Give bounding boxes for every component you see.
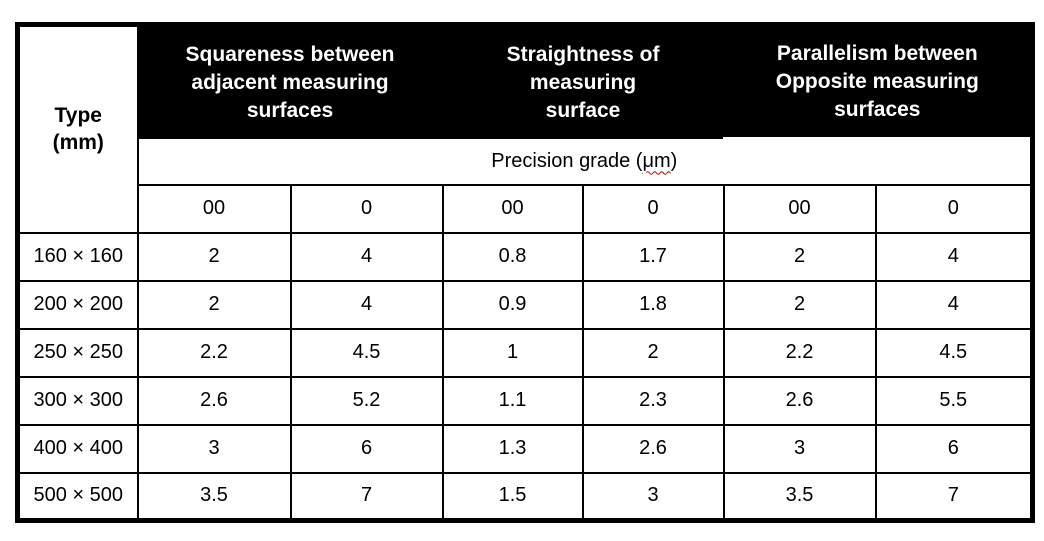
row-type-label: 500 × 500 [16,471,139,522]
row-type-label: 300 × 300 [16,375,139,426]
table-row: 250 × 250 2.2 4.5 1 2 2.2 4.5 [16,327,1034,378]
value-cell: 3 [581,471,725,522]
table-header: Type (mm) Squareness between adjacent me… [16,23,1034,234]
row-type-label: 250 × 250 [16,327,139,378]
value-cell: 2 [136,231,292,282]
precision-spec-table: Type (mm) Squareness between adjacent me… [15,22,1036,523]
row-type-label: 400 × 400 [16,423,139,474]
value-cell: 1.7 [581,231,725,282]
table-body: 160 × 160 2 4 0.8 1.7 2 4 200 × 200 2 4 … [16,231,1034,522]
value-cell: 1.8 [581,279,725,330]
grade-col-2: 0 [289,183,444,234]
value-cell: 2 [722,279,877,330]
value-cell: 2.2 [722,327,877,378]
value-cell: 2.3 [581,375,725,426]
precision-grade-prefix: Precision grade ( [491,150,643,173]
grade-columns-row: 00 0 00 0 00 0 [18,183,1034,234]
grade-col-6: 0 [874,183,1034,234]
value-cell: 0.9 [441,279,584,330]
value-cell: 4.5 [874,327,1034,378]
type-column-header: Type (mm) [16,23,139,234]
header-banner-row: Type (mm) Squareness between adjacent me… [16,23,1034,234]
table-row: 500 × 500 3.5 7 1.5 3 3.5 7 [16,471,1034,522]
value-cell: 2.6 [136,375,292,426]
value-cell: 1.5 [441,471,584,522]
value-cell: 5.2 [289,375,444,426]
group-header-straightness: Straightness of measuring surface [441,23,725,139]
value-cell: 2.6 [581,423,725,474]
group-header-parallelism: Parallelism between Opposite measuring s… [722,23,1034,140]
precision-grade-row: Precision grade (μm) [18,138,1034,186]
grade-col-5: 00 [722,183,877,234]
grade-col-4: 0 [581,183,725,234]
value-cell: 3 [722,423,877,474]
grade-col-1: 00 [136,183,292,234]
value-cell: 6 [289,423,444,474]
value-cell: 2 [722,231,877,282]
value-cell: 2.2 [136,327,292,378]
row-type-label: 160 × 160 [16,231,139,282]
type-header-line2: (mm) [52,131,104,155]
value-cell: 3.5 [136,471,292,522]
value-cell: 4 [874,231,1034,282]
value-cell: 4 [289,279,444,330]
value-cell: 2 [581,327,725,378]
value-cell: 2 [136,279,292,330]
value-cell: 2.6 [722,375,877,426]
table-row: 200 × 200 2 4 0.9 1.8 2 4 [16,279,1034,330]
value-cell: 4 [289,231,444,282]
grade-col-3: 00 [441,183,584,234]
value-cell: 6 [874,423,1034,474]
value-cell: 5.5 [874,375,1034,426]
table-row: 300 × 300 2.6 5.2 1.1 2.3 2.6 5.5 [16,375,1034,426]
value-cell: 1.1 [441,375,584,426]
value-cell: 4.5 [289,327,444,378]
precision-grade-suffix: ) [670,150,678,173]
value-cell: 7 [289,471,444,522]
group-header-squareness: Squareness between adjacent measuring su… [136,23,444,139]
value-cell: 7 [874,471,1034,522]
value-cell: 0.8 [441,231,584,282]
value-cell: 1.3 [441,423,584,474]
table-row: 160 × 160 2 4 0.8 1.7 2 4 [16,231,1034,282]
table-row: 400 × 400 3 6 1.3 2.6 3 6 [16,423,1034,474]
value-cell: 3.5 [722,471,877,522]
precision-grade-header: Precision grade (μm) [136,138,1034,186]
value-cell: 3 [136,423,292,474]
value-cell: 4 [874,279,1034,330]
precision-grade-unit: μm [642,150,671,173]
value-cell: 1 [441,327,584,378]
type-header-line1: Type [54,104,102,128]
row-type-label: 200 × 200 [16,279,139,330]
